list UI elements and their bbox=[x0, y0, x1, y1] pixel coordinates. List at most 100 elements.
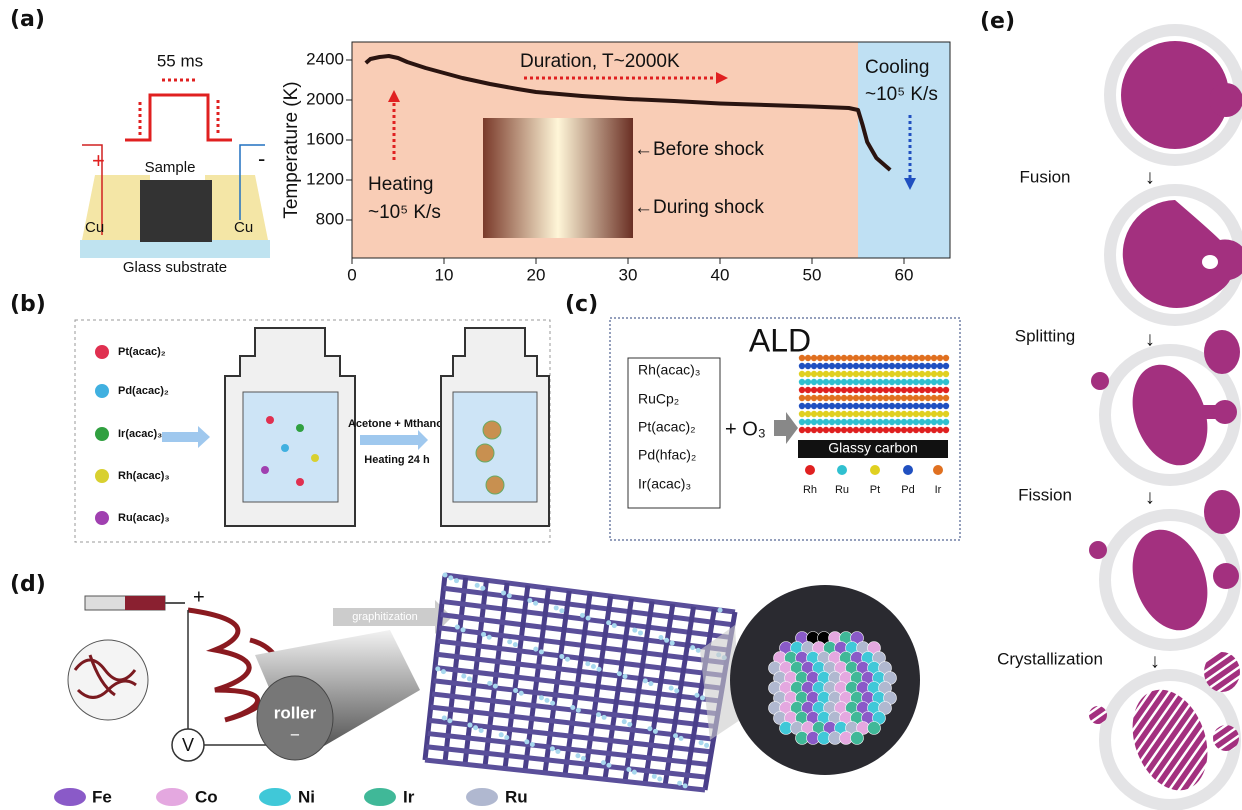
particle bbox=[467, 722, 473, 728]
atom bbox=[876, 418, 884, 426]
panel-label: (a) bbox=[10, 7, 45, 32]
atom bbox=[816, 378, 824, 386]
chart-overlay: ←Before shock ←During shock Duration, T~… bbox=[368, 51, 938, 238]
atom bbox=[864, 426, 872, 434]
atom bbox=[930, 394, 938, 402]
fiber bbox=[582, 595, 614, 778]
atom bbox=[864, 394, 872, 402]
precursor: Ru(acac)₃ bbox=[118, 512, 170, 524]
electrode bbox=[205, 175, 268, 240]
atom bbox=[840, 370, 848, 378]
particle bbox=[596, 712, 602, 718]
atom bbox=[882, 418, 890, 426]
atom bbox=[864, 354, 872, 362]
panel-label: (b) bbox=[10, 292, 46, 317]
particle bbox=[626, 767, 632, 773]
atom bbox=[864, 386, 872, 394]
droplet bbox=[1209, 83, 1242, 117]
atom bbox=[888, 402, 896, 410]
particle bbox=[454, 578, 460, 584]
y-tick-label: 1600 bbox=[306, 129, 344, 148]
zoom-beam bbox=[700, 625, 740, 740]
particle bbox=[616, 671, 622, 677]
atom bbox=[888, 370, 896, 378]
electrode bbox=[82, 175, 150, 240]
particle bbox=[553, 605, 559, 611]
particle bbox=[627, 721, 633, 727]
atom bbox=[864, 378, 872, 386]
atom bbox=[876, 378, 884, 386]
panel-d: + V roller − graphitization Fe Co Ni Ir … bbox=[54, 572, 920, 806]
precursor: RuCp₂ bbox=[638, 391, 679, 407]
atom bbox=[900, 402, 908, 410]
particle bbox=[585, 661, 591, 667]
particle bbox=[498, 732, 504, 738]
atom bbox=[876, 370, 884, 378]
atom bbox=[840, 386, 848, 394]
particle bbox=[555, 748, 561, 754]
atom bbox=[912, 354, 920, 362]
electrode-label: Cu bbox=[234, 219, 253, 236]
atom bbox=[942, 386, 950, 394]
atom bbox=[828, 362, 836, 370]
atom bbox=[912, 418, 920, 426]
atom bbox=[816, 402, 824, 410]
particle bbox=[606, 620, 612, 626]
atom bbox=[870, 410, 878, 418]
arrow: ↓ bbox=[1145, 328, 1155, 350]
atom bbox=[936, 418, 944, 426]
atom bbox=[798, 354, 806, 362]
atom bbox=[942, 410, 950, 418]
panel-label: (c) bbox=[565, 292, 598, 317]
atom bbox=[846, 418, 854, 426]
atom bbox=[906, 354, 914, 362]
atom bbox=[852, 402, 860, 410]
panel-e: Fusion ↓ Splitting ↓ Fission ↓ Crystalli… bbox=[997, 24, 1242, 810]
atom bbox=[852, 410, 860, 418]
atom bbox=[864, 418, 872, 426]
atom bbox=[888, 354, 896, 362]
legend-swatch bbox=[156, 788, 188, 806]
atom bbox=[936, 402, 944, 410]
atom bbox=[798, 378, 806, 386]
atom bbox=[870, 370, 878, 378]
atom bbox=[834, 386, 842, 394]
particle bbox=[440, 669, 446, 675]
annotation: Duration, T~2000K bbox=[520, 51, 680, 72]
atom bbox=[858, 418, 866, 426]
panel-b: Pt(acac)₂ Pd(acac)₂ Ir(acac)₃ Rh(acac)₃ … bbox=[74, 319, 551, 543]
particle bbox=[637, 630, 643, 636]
particle bbox=[694, 692, 700, 698]
fiber bbox=[434, 665, 721, 704]
atom bbox=[834, 402, 842, 410]
atom bbox=[810, 418, 818, 426]
atom bbox=[894, 370, 902, 378]
atom bbox=[816, 410, 824, 418]
particle bbox=[559, 608, 565, 614]
legend-label: Ru bbox=[505, 787, 528, 806]
atom bbox=[852, 378, 860, 386]
atom bbox=[942, 378, 950, 386]
particle bbox=[664, 637, 670, 643]
sphere bbox=[95, 427, 109, 441]
droplet bbox=[1213, 563, 1239, 589]
atom bbox=[834, 378, 842, 386]
wire bbox=[82, 144, 103, 235]
atom bbox=[900, 418, 908, 426]
atom bbox=[930, 418, 938, 426]
droplet bbox=[1204, 330, 1240, 374]
atom bbox=[912, 378, 920, 386]
atom bbox=[858, 410, 866, 418]
particle bbox=[538, 695, 544, 701]
atom bbox=[882, 354, 890, 362]
atom bbox=[888, 426, 896, 434]
sample bbox=[140, 180, 212, 242]
atom bbox=[846, 410, 854, 418]
atom bbox=[816, 370, 824, 378]
particle bbox=[700, 695, 706, 701]
arrow bbox=[162, 426, 210, 448]
particle bbox=[518, 690, 524, 696]
atom bbox=[878, 701, 892, 715]
atom bbox=[858, 354, 866, 362]
atom bbox=[942, 370, 950, 378]
